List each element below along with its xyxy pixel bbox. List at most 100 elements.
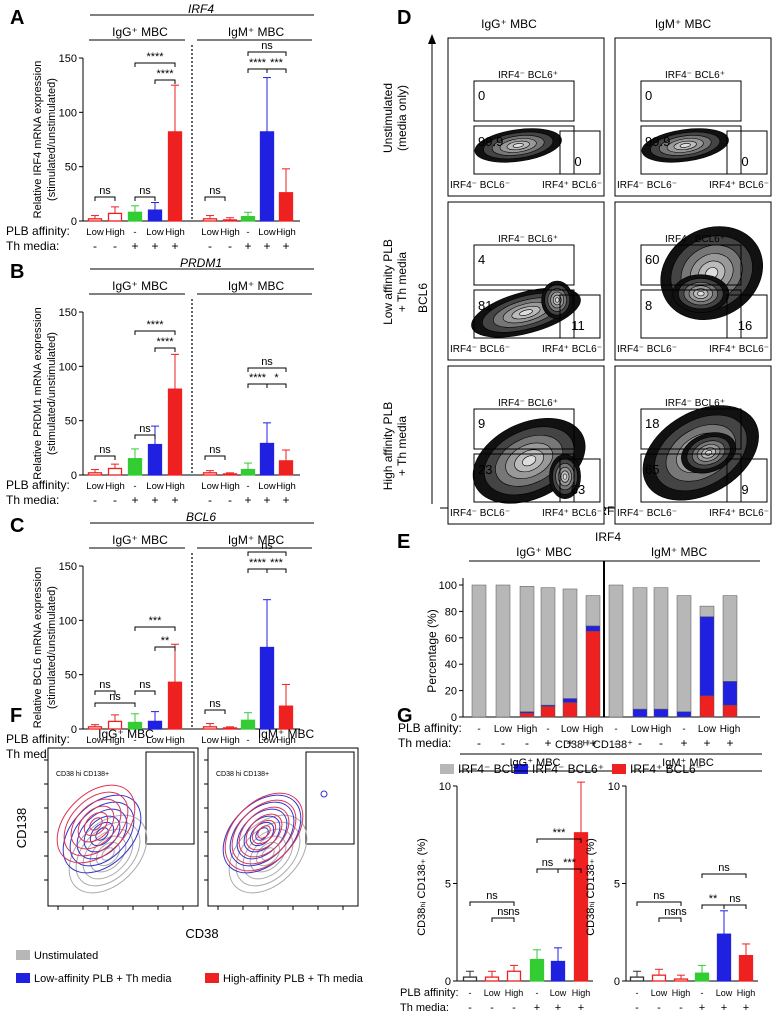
bar xyxy=(278,460,294,476)
sig-7-bracket xyxy=(247,568,268,573)
sig-5-label: ns xyxy=(729,893,741,905)
sig-2-label: ns xyxy=(139,679,151,691)
th-condition: - xyxy=(679,1002,683,1014)
group-label-igm: IgM⁺ MBC xyxy=(662,757,714,769)
th-condition: - xyxy=(525,736,529,750)
gate-irf4 xyxy=(559,458,601,503)
sig-0-bracket xyxy=(469,901,515,906)
stack-segment-bcl6 xyxy=(722,681,738,706)
plb-condition: Low xyxy=(631,724,650,735)
y-axis-label: BCL6 xyxy=(416,283,430,313)
th-media-label: Th media: xyxy=(6,239,59,253)
contour-high xyxy=(231,799,297,865)
gate-label-irf4: IRF4⁺ BCL6⁻ xyxy=(542,344,602,355)
plb-condition: - xyxy=(477,724,480,735)
stack-segment-neg xyxy=(562,588,578,699)
th-condition: + xyxy=(151,493,158,507)
sig-4-label: ** xyxy=(709,893,718,905)
sig-2-bracket xyxy=(134,62,176,67)
th-condition: + xyxy=(171,493,178,507)
plot-title: IgG⁺ MBC xyxy=(98,727,154,741)
sig-5-bracket xyxy=(247,51,287,56)
stack-segment-irf4 xyxy=(722,704,738,718)
gate-neg xyxy=(473,453,575,503)
plb-condition: - xyxy=(614,724,617,735)
y-tick-label: 100 xyxy=(439,580,457,592)
sig-4-label: ns xyxy=(209,185,221,197)
th-condition: + xyxy=(534,1002,540,1014)
sig-8-label: *** xyxy=(270,557,284,569)
legend-swatch xyxy=(612,764,626,774)
plb-condition: - xyxy=(536,988,539,998)
plb-condition: Low xyxy=(716,988,733,998)
legend-label: IRF4⁻ BCL6⁺ xyxy=(532,762,604,776)
plb-condition: Low xyxy=(146,481,164,492)
contour-high xyxy=(238,806,290,858)
legend-swatch xyxy=(440,764,454,774)
gate-bcl6 xyxy=(640,408,742,450)
bar xyxy=(529,958,545,982)
sig-1-label: ns xyxy=(139,423,151,435)
plb-condition: High xyxy=(672,988,691,998)
contour-high xyxy=(56,784,136,864)
sig-4-bracket xyxy=(204,455,226,460)
plb-condition: Low xyxy=(258,481,276,492)
stack-segment-neg xyxy=(608,584,624,718)
plot-frame xyxy=(614,37,772,197)
sig-4-label: ns xyxy=(209,444,221,456)
bar xyxy=(550,960,566,982)
th-condition: - xyxy=(93,239,97,253)
stack-segment-bcl6 xyxy=(653,708,669,718)
gate-value-irf4: 0 xyxy=(574,154,581,169)
bar xyxy=(107,467,123,476)
stack-segment-irf4 xyxy=(519,712,535,718)
th-condition: + xyxy=(544,736,551,750)
th-condition: + xyxy=(282,493,289,507)
th-condition: + xyxy=(244,493,251,507)
th-condition: + xyxy=(680,736,687,750)
y-tick-label: 10 xyxy=(439,781,451,793)
plb-condition: Low xyxy=(494,724,513,735)
sig-3-label: *** xyxy=(149,615,163,627)
th-condition: - xyxy=(113,239,117,253)
plb-condition: Low xyxy=(651,988,668,998)
plb-condition: Low xyxy=(201,735,219,746)
y-tick-label: 40 xyxy=(445,659,457,671)
gate-label-neg: IRF4⁻ BCL6⁻ xyxy=(617,180,677,191)
plb-condition: Low xyxy=(258,735,276,746)
legend-label: Unstimulated xyxy=(34,950,98,962)
panel-letter: G xyxy=(397,705,413,727)
sig-2-label: **** xyxy=(146,51,164,63)
sig-4-bracket xyxy=(536,868,559,873)
gate-label-neg: IRF4⁻ BCL6⁻ xyxy=(450,344,510,355)
bar xyxy=(147,443,163,476)
gate-bcl6 xyxy=(473,80,575,122)
plb-condition: High xyxy=(505,988,524,998)
sig-6-bracket xyxy=(247,68,268,73)
y-axis-label: CD138 xyxy=(14,808,29,848)
sig-7-bracket xyxy=(266,383,287,388)
sig-2-bracket xyxy=(134,330,176,335)
plb-condition: High xyxy=(165,227,185,238)
plb-condition: Low xyxy=(86,227,104,238)
gate-irf4 xyxy=(559,294,601,339)
sig-1-label: ns xyxy=(139,185,151,197)
stack-segment-neg xyxy=(495,584,511,718)
chart-title: CD38ᴴⁱ CD138⁺ xyxy=(555,739,633,751)
bar xyxy=(673,978,689,982)
gene-title: PRDM1 xyxy=(180,256,222,270)
density-contour xyxy=(697,291,705,297)
gate-value-irf4: 0 xyxy=(741,154,748,169)
plb-condition: Low xyxy=(86,481,104,492)
plb-condition: High xyxy=(276,481,296,492)
sig-4-bracket xyxy=(204,196,226,201)
gate-irf4 xyxy=(726,294,768,339)
gate-label-bcl6: IRF4⁻ BCL6⁺ xyxy=(498,398,558,409)
sig-3-label: ns xyxy=(718,862,730,874)
y-axis-label: (stimulated/unstimulated) xyxy=(46,332,58,455)
gate-value-neg: 99.9 xyxy=(645,134,670,149)
sig-5-label: ns xyxy=(261,356,273,368)
row-header: High affinity PLB xyxy=(381,402,395,491)
gate-label-irf4: IRF4⁺ BCL6⁻ xyxy=(709,508,769,519)
